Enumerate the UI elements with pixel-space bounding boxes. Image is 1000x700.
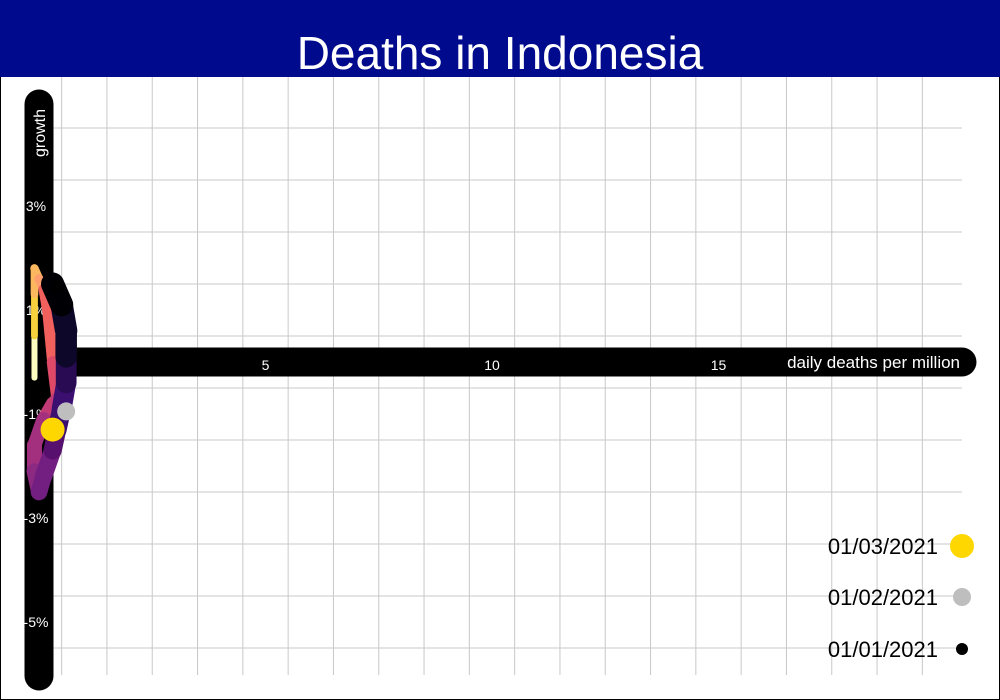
legend-swatch: [956, 643, 968, 655]
chart-title: Deaths in Indonesia: [296, 27, 704, 79]
trail-segment: [42, 309, 59, 368]
y-tick-label: -3%: [24, 510, 49, 526]
legend: 01/03/2021 01/02/2021 01/01/2021: [828, 534, 974, 662]
date-marker: [57, 402, 76, 421]
x-tick-label: 15: [711, 357, 727, 373]
x-axis-label: daily deaths per million: [787, 353, 960, 372]
legend-label: 01/01/2021: [828, 637, 938, 662]
x-tick-label: 5: [262, 357, 270, 373]
date-marker: [40, 417, 65, 442]
legend-label: 01/03/2021: [828, 534, 938, 559]
x-tick-label: 10: [484, 357, 500, 373]
y-axis-label: growth: [32, 109, 49, 157]
legend-label: 01/02/2021: [828, 585, 938, 610]
legend-swatch: [953, 588, 971, 606]
legend-swatch: [950, 534, 974, 558]
title-bar: [0, 0, 1000, 77]
y-tick-label: -5%: [24, 614, 49, 630]
date-marker: [51, 280, 64, 293]
date-markers: [40, 280, 76, 442]
y-tick-label: 3%: [26, 198, 46, 214]
